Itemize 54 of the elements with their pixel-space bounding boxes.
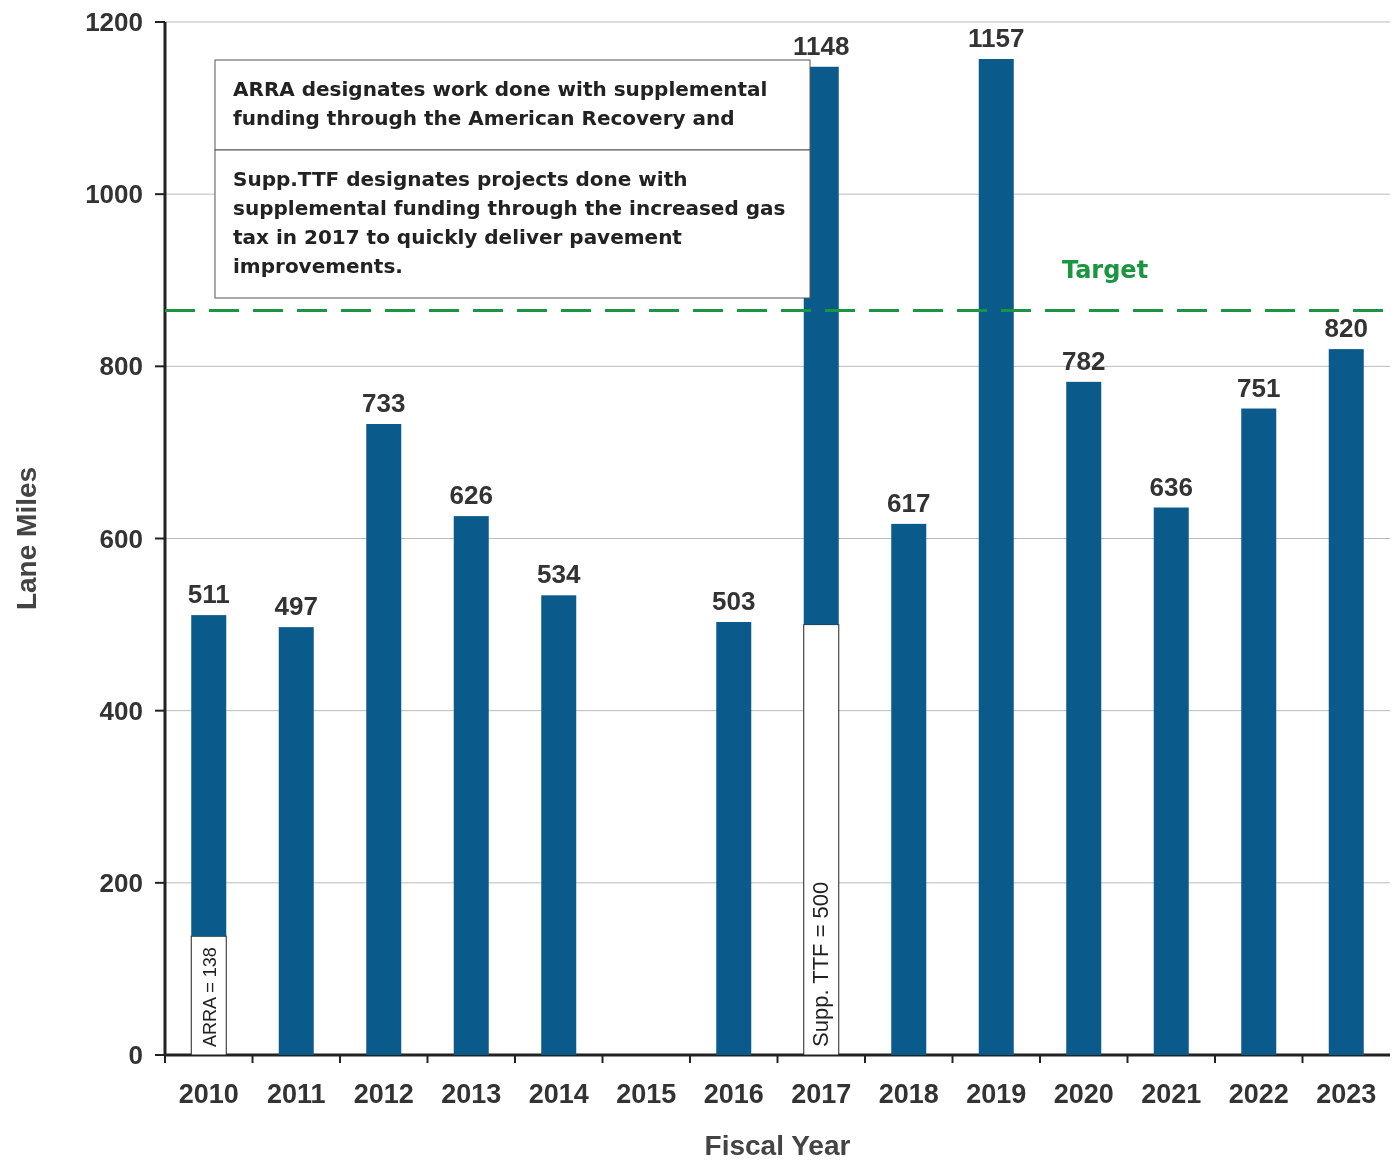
y-tick-label: 200 bbox=[99, 867, 143, 898]
ref-line-label: Target bbox=[1061, 256, 1149, 285]
x-tick-label: 2017 bbox=[791, 1079, 852, 1109]
bar bbox=[278, 627, 314, 1055]
bar bbox=[1241, 408, 1277, 1055]
bar bbox=[1153, 507, 1189, 1055]
x-tick-label: 2010 bbox=[178, 1079, 239, 1109]
y-tick-label: 600 bbox=[99, 523, 143, 554]
total-label: 636 bbox=[1149, 471, 1193, 502]
total-label: 820 bbox=[1324, 313, 1368, 344]
x-tick-label: 2021 bbox=[1141, 1079, 1202, 1109]
data-label: ARRA = 138 bbox=[199, 947, 220, 1047]
total-label: 497 bbox=[274, 591, 318, 622]
x-axis-title: Fiscal Year bbox=[704, 1130, 851, 1161]
y-axis-title: Lane Miles bbox=[11, 466, 42, 611]
y-tick-label: 1000 bbox=[85, 179, 143, 210]
total-label: 1157 bbox=[968, 23, 1025, 54]
bar bbox=[366, 424, 402, 1055]
annotation: ARRA designates work done with supplemental funding through the American Recovery and bbox=[233, 77, 768, 130]
x-tick-label: 2018 bbox=[878, 1079, 939, 1109]
total-label: 534 bbox=[537, 559, 581, 590]
y-tick-label: 1200 bbox=[85, 7, 143, 38]
annotation: Supp.TTF designates projects done with supplemental funding through the increased gas tax in 2017 to quickly deliver pavement improvements. bbox=[233, 167, 786, 278]
total-label: 733 bbox=[362, 388, 406, 419]
y-tick-label: 400 bbox=[99, 695, 143, 726]
data-label: Supp. TTF = 500 bbox=[808, 881, 834, 1047]
x-tick-label: 2020 bbox=[1053, 1079, 1114, 1109]
x-tick-label: 2016 bbox=[703, 1079, 764, 1109]
x-tick-label: 2013 bbox=[441, 1079, 502, 1109]
bar bbox=[891, 523, 927, 1055]
bar bbox=[191, 615, 227, 937]
bar bbox=[716, 622, 752, 1055]
bar bbox=[1328, 349, 1364, 1055]
total-label: 511 bbox=[187, 579, 230, 610]
x-tick-label: 2023 bbox=[1316, 1079, 1377, 1109]
total-label: 626 bbox=[449, 480, 493, 511]
bar bbox=[1066, 381, 1102, 1055]
total-label: 1148 bbox=[793, 30, 850, 61]
bar bbox=[541, 595, 577, 1055]
x-tick-label: 2014 bbox=[528, 1079, 589, 1109]
x-tick-label: 2012 bbox=[353, 1079, 414, 1109]
x-tick-label: 2015 bbox=[616, 1079, 677, 1109]
total-label: 782 bbox=[1062, 345, 1106, 376]
bar bbox=[803, 66, 839, 625]
total-label: 617 bbox=[887, 487, 931, 518]
x-tick-label: 2011 bbox=[266, 1079, 326, 1109]
bar bbox=[978, 59, 1014, 1055]
x-tick-label: 2019 bbox=[966, 1079, 1027, 1109]
x-tick-label: 2022 bbox=[1228, 1079, 1289, 1109]
total-label: 503 bbox=[712, 586, 756, 616]
y-tick-label: 800 bbox=[99, 351, 143, 382]
y-tick-label: 0 bbox=[128, 1040, 143, 1071]
total-label: 751 bbox=[1237, 372, 1281, 403]
bar bbox=[453, 516, 489, 1055]
